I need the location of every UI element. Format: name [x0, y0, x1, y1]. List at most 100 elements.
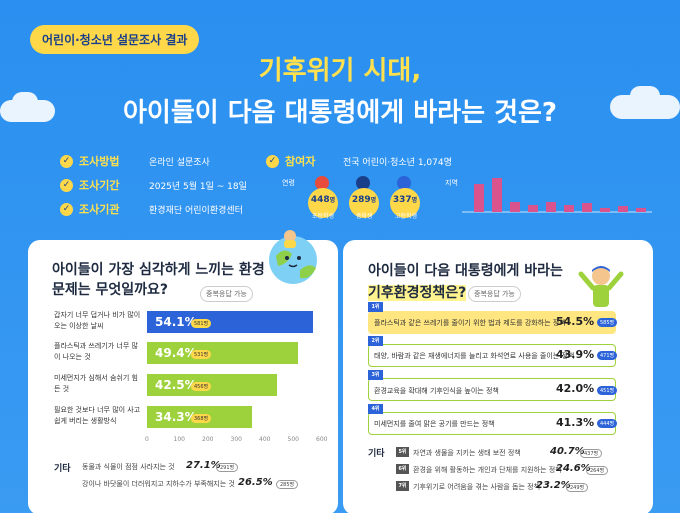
info-period-value: 2025년 5월 1일 ~ 18일: [149, 181, 247, 192]
info-method-value: 온라인 설문조사: [149, 157, 210, 168]
region-bar: [546, 202, 556, 212]
policy-count: 585명: [597, 318, 618, 327]
issue-bar-percent: 54.1%: [155, 315, 197, 329]
right-other-count: 249명: [566, 483, 589, 492]
age-middle: 289명: [349, 188, 379, 218]
region-title: 지역: [445, 179, 458, 187]
x-tick-label: 600: [316, 436, 328, 443]
age-high-label: 고등학생: [395, 213, 418, 220]
region-mini-chart: [462, 178, 652, 213]
issue-bar-count: 581명: [191, 319, 212, 328]
policy-percent: 42.0%: [556, 382, 595, 395]
issue-bar-count: 531명: [191, 350, 212, 359]
info-org-label: 조사기관: [79, 203, 120, 216]
info-org: ✓ 조사기관 환경재단 어린이환경센터: [60, 201, 243, 217]
page-title-line1: 기후위기 시대,: [258, 56, 422, 86]
region-bar: [582, 203, 592, 212]
right-panel-title-line2: 기후환경정책은?: [368, 285, 467, 301]
right-other-count: 437명: [580, 449, 603, 458]
policy-percent: 43.9%: [556, 348, 595, 361]
info-method-label: 조사방법: [79, 155, 120, 168]
region-bar: [492, 178, 502, 212]
policy-count: 444명: [597, 419, 618, 428]
issue-bar: [147, 374, 277, 396]
cloud-left-small: [12, 92, 38, 112]
x-tick-label: 300: [230, 436, 242, 443]
other-rank-badge: 7위: [396, 481, 409, 491]
issue-bar-count: 368명: [191, 414, 212, 423]
x-tick-label: 0: [145, 436, 149, 443]
globe-mascot-icon: [269, 230, 317, 284]
info-org-value: 환경재단 어린이환경센터: [149, 205, 243, 216]
left-other-text: 동물과 식물이 점점 사라지는 것: [82, 463, 175, 471]
issue-bar-percent: 42.5%: [155, 378, 197, 392]
age-elementary: 448명: [308, 188, 338, 218]
left-panel-title: 아이들이 가장 심각하게 느끼는 환경문제는 무엇일까요?: [52, 262, 265, 298]
check-icon: ✓: [60, 202, 73, 216]
policy-rank-badge: 4위: [368, 404, 383, 414]
age-elementary-label: 초등학생: [312, 213, 335, 220]
region-bar: [618, 206, 628, 212]
right-panel-title-line1: 아이들이 다음 대통령에게 바라는: [368, 263, 563, 279]
left-other-count: 291명: [216, 463, 239, 472]
other-rank-badge: 5위: [396, 447, 409, 457]
right-other-percent: 23.2%: [536, 480, 571, 491]
page-title-line2: 아이들이 다음 대통령에게 바라는 것은?: [122, 98, 557, 128]
check-icon: ✓: [60, 154, 73, 168]
info-period-label: 조사기간: [79, 179, 120, 192]
issue-bar: [147, 311, 313, 333]
policy-count: 471명: [597, 351, 618, 360]
issue-label: 미세먼지가 심해서 숨쉬기 힘든 것: [54, 374, 138, 393]
issue-label: 필요한 것보다 너무 많이 사고 쉽게 버리는 생활방식: [54, 406, 141, 425]
info-method: ✓ 조사방법 온라인 설문조사: [60, 153, 210, 169]
issue-bar-percent: 34.3%: [155, 410, 197, 424]
issue-bar-percent: 49.4%: [155, 346, 197, 360]
check-icon: ✓: [266, 154, 279, 168]
left-others-label: 기타: [54, 464, 71, 474]
student-avatar-icon: [315, 176, 329, 190]
region-bar: [636, 208, 646, 212]
right-others-label: 기타: [368, 449, 385, 459]
left-panel-tag: 중복응답 가능: [200, 286, 253, 302]
policy-percent: 54.5%: [556, 315, 595, 328]
age-title: 연령: [282, 179, 295, 187]
left-other-text: 강이나 바닷물이 더러워지고 지하수가 부족해지는 것: [82, 480, 235, 488]
right-other-count: 264명: [586, 466, 609, 475]
issue-label: 갑자기 너무 덥거나 비가 많이 오는 이상한 날씨: [54, 311, 141, 330]
survey-badge: 어린이·청소년 설문조사 결과: [30, 25, 200, 54]
age-middle-label: 중학생: [356, 213, 373, 220]
left-other-count: 285명: [276, 480, 299, 489]
policy-text: 미세먼지를 줄여 맑은 공기를 만드는 정책: [374, 420, 495, 428]
info-participants-value: 전국 어린이·청소년 1,074명: [343, 157, 452, 168]
policy-count: 451명: [597, 386, 618, 395]
age-high: 337명: [390, 188, 420, 218]
region-bar: [510, 202, 520, 212]
right-other-text: 환경을 위해 활동하는 개인과 단체를 지원하는 정책: [413, 466, 562, 474]
right-other-percent: 24.6%: [556, 463, 591, 474]
policy-text: 환경교육을 확대해 기후인식을 높이는 정책: [374, 387, 499, 395]
left-other-percent: 27.1%: [186, 460, 221, 471]
policy-rank-badge: 3위: [368, 370, 383, 380]
age-middle-count: 289: [351, 195, 371, 205]
info-participants-label: 참여자: [285, 155, 316, 168]
right-other-percent: 40.7%: [550, 446, 585, 457]
info-period: ✓ 조사기간 2025년 5월 1일 ~ 18일: [60, 177, 247, 193]
x-tick-label: 100: [173, 436, 185, 443]
policy-text: 태양, 바람과 같은 재생에너지를 늘리고 화석연료 사용을 줄이는 정책: [374, 352, 575, 360]
student-avatar-icon: [356, 176, 370, 190]
right-other-text: 자연과 생물을 지키는 생태 보전 정책: [413, 449, 521, 457]
region-bar: [474, 184, 484, 212]
region-bar: [600, 208, 610, 212]
student-avatar-icon: [397, 176, 411, 190]
age-high-count: 337: [392, 195, 412, 205]
region-bar: [528, 205, 538, 212]
cloud-right-small: [630, 86, 660, 106]
info-participants: ✓ 참여자 전국 어린이·청소년 1,074명: [266, 153, 452, 169]
right-panel-tag: 중복응답 가능: [468, 286, 521, 302]
left-other-percent: 26.5%: [238, 477, 273, 488]
region-bar: [564, 205, 574, 212]
right-other-text: 기후위기로 어려움을 겪는 사람을 돕는 정책: [413, 483, 541, 491]
issue-label: 플라스틱과 쓰레기가 너무 많이 나오는 것: [54, 342, 138, 361]
policy-text: 플라스틱과 같은 쓰레기를 줄이기 위한 법과 제도를 강화하는 정책: [374, 319, 566, 327]
policy-percent: 41.3%: [556, 416, 595, 429]
